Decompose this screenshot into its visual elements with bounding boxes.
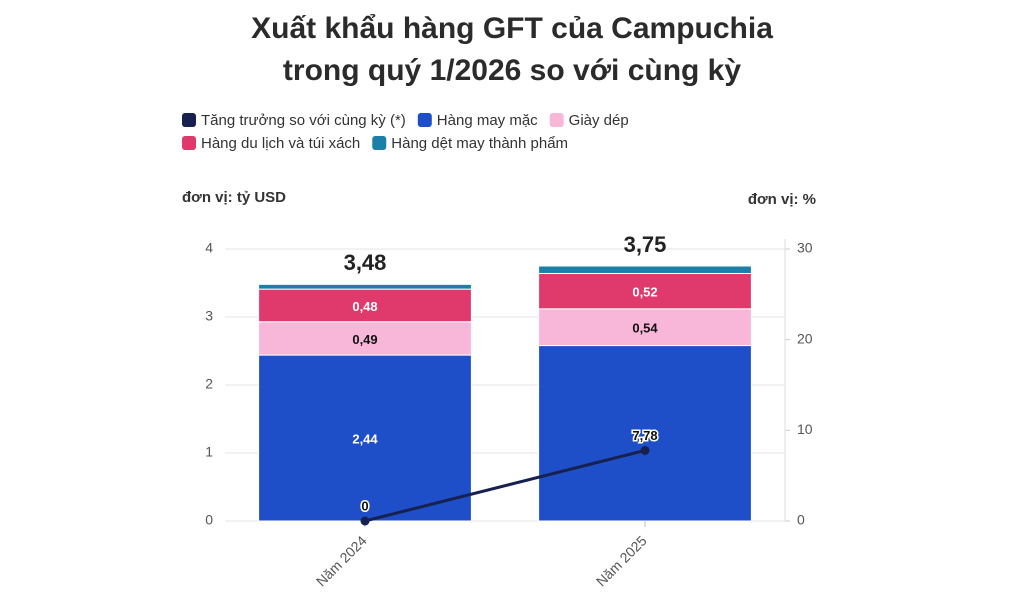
y-tick-label: 4 <box>205 240 213 256</box>
x-tick-label: Năm 2024 <box>313 532 370 589</box>
line-point <box>360 516 370 526</box>
line <box>364 449 646 523</box>
bar-segment <box>538 308 752 347</box>
legend-label: Hàng dệt may thành phẩm <box>391 135 568 152</box>
bar-segment <box>258 283 472 290</box>
total-label: 3,48 <box>344 250 387 275</box>
bar-value-label: 0,48 <box>352 299 377 314</box>
legend-label: Tăng trưởng so với cùng kỳ (*) <box>201 112 406 129</box>
y2-axis-title: đơn vị: % <box>748 191 816 208</box>
y2-tick-label: 0 <box>797 512 805 528</box>
bar-value-label: 0,54 <box>632 321 658 336</box>
y2-tick-label: 20 <box>797 330 813 346</box>
legend-swatch <box>549 113 564 127</box>
line-value-label: 7,78 <box>632 428 657 443</box>
bar-segment <box>538 272 752 310</box>
line-point <box>640 445 650 455</box>
bar-segment <box>258 354 472 522</box>
legend-swatch <box>417 113 432 127</box>
bar-value-label: 0,52 <box>632 285 657 300</box>
bar-value-label: 2,58 <box>632 427 657 442</box>
y-axis-title: đơn vị: tỷ USD <box>182 189 286 206</box>
bar-value-label: 0,49 <box>352 332 377 347</box>
y-tick-label: 3 <box>205 308 213 324</box>
y-tick-label: 1 <box>205 444 213 460</box>
y2-tick-label: 10 <box>797 421 813 437</box>
line-value-label: 0 <box>361 498 368 513</box>
x-tick-label: Năm 2025 <box>593 532 650 589</box>
y2-tick-label: 30 <box>797 240 813 256</box>
bar-value-label: 2,44 <box>352 431 378 446</box>
chart-title: Xuất khẩu hàng GFT của Campuchia <box>251 12 773 45</box>
bar-segment <box>538 265 752 274</box>
legend-label: Hàng du lịch và túi xách <box>201 135 360 152</box>
legend-label: Giày dép <box>569 112 629 129</box>
legend-swatch <box>372 136 387 150</box>
total-label: 3,75 <box>624 232 667 257</box>
y-tick-label: 0 <box>205 512 213 528</box>
legend-label: Hàng may mặc <box>437 112 538 129</box>
chart-title: trong quý 1/2026 so với cùng kỳ <box>283 54 741 87</box>
legend-swatch <box>182 113 196 127</box>
y-tick-label: 2 <box>205 376 213 392</box>
legend-swatch <box>182 136 196 150</box>
